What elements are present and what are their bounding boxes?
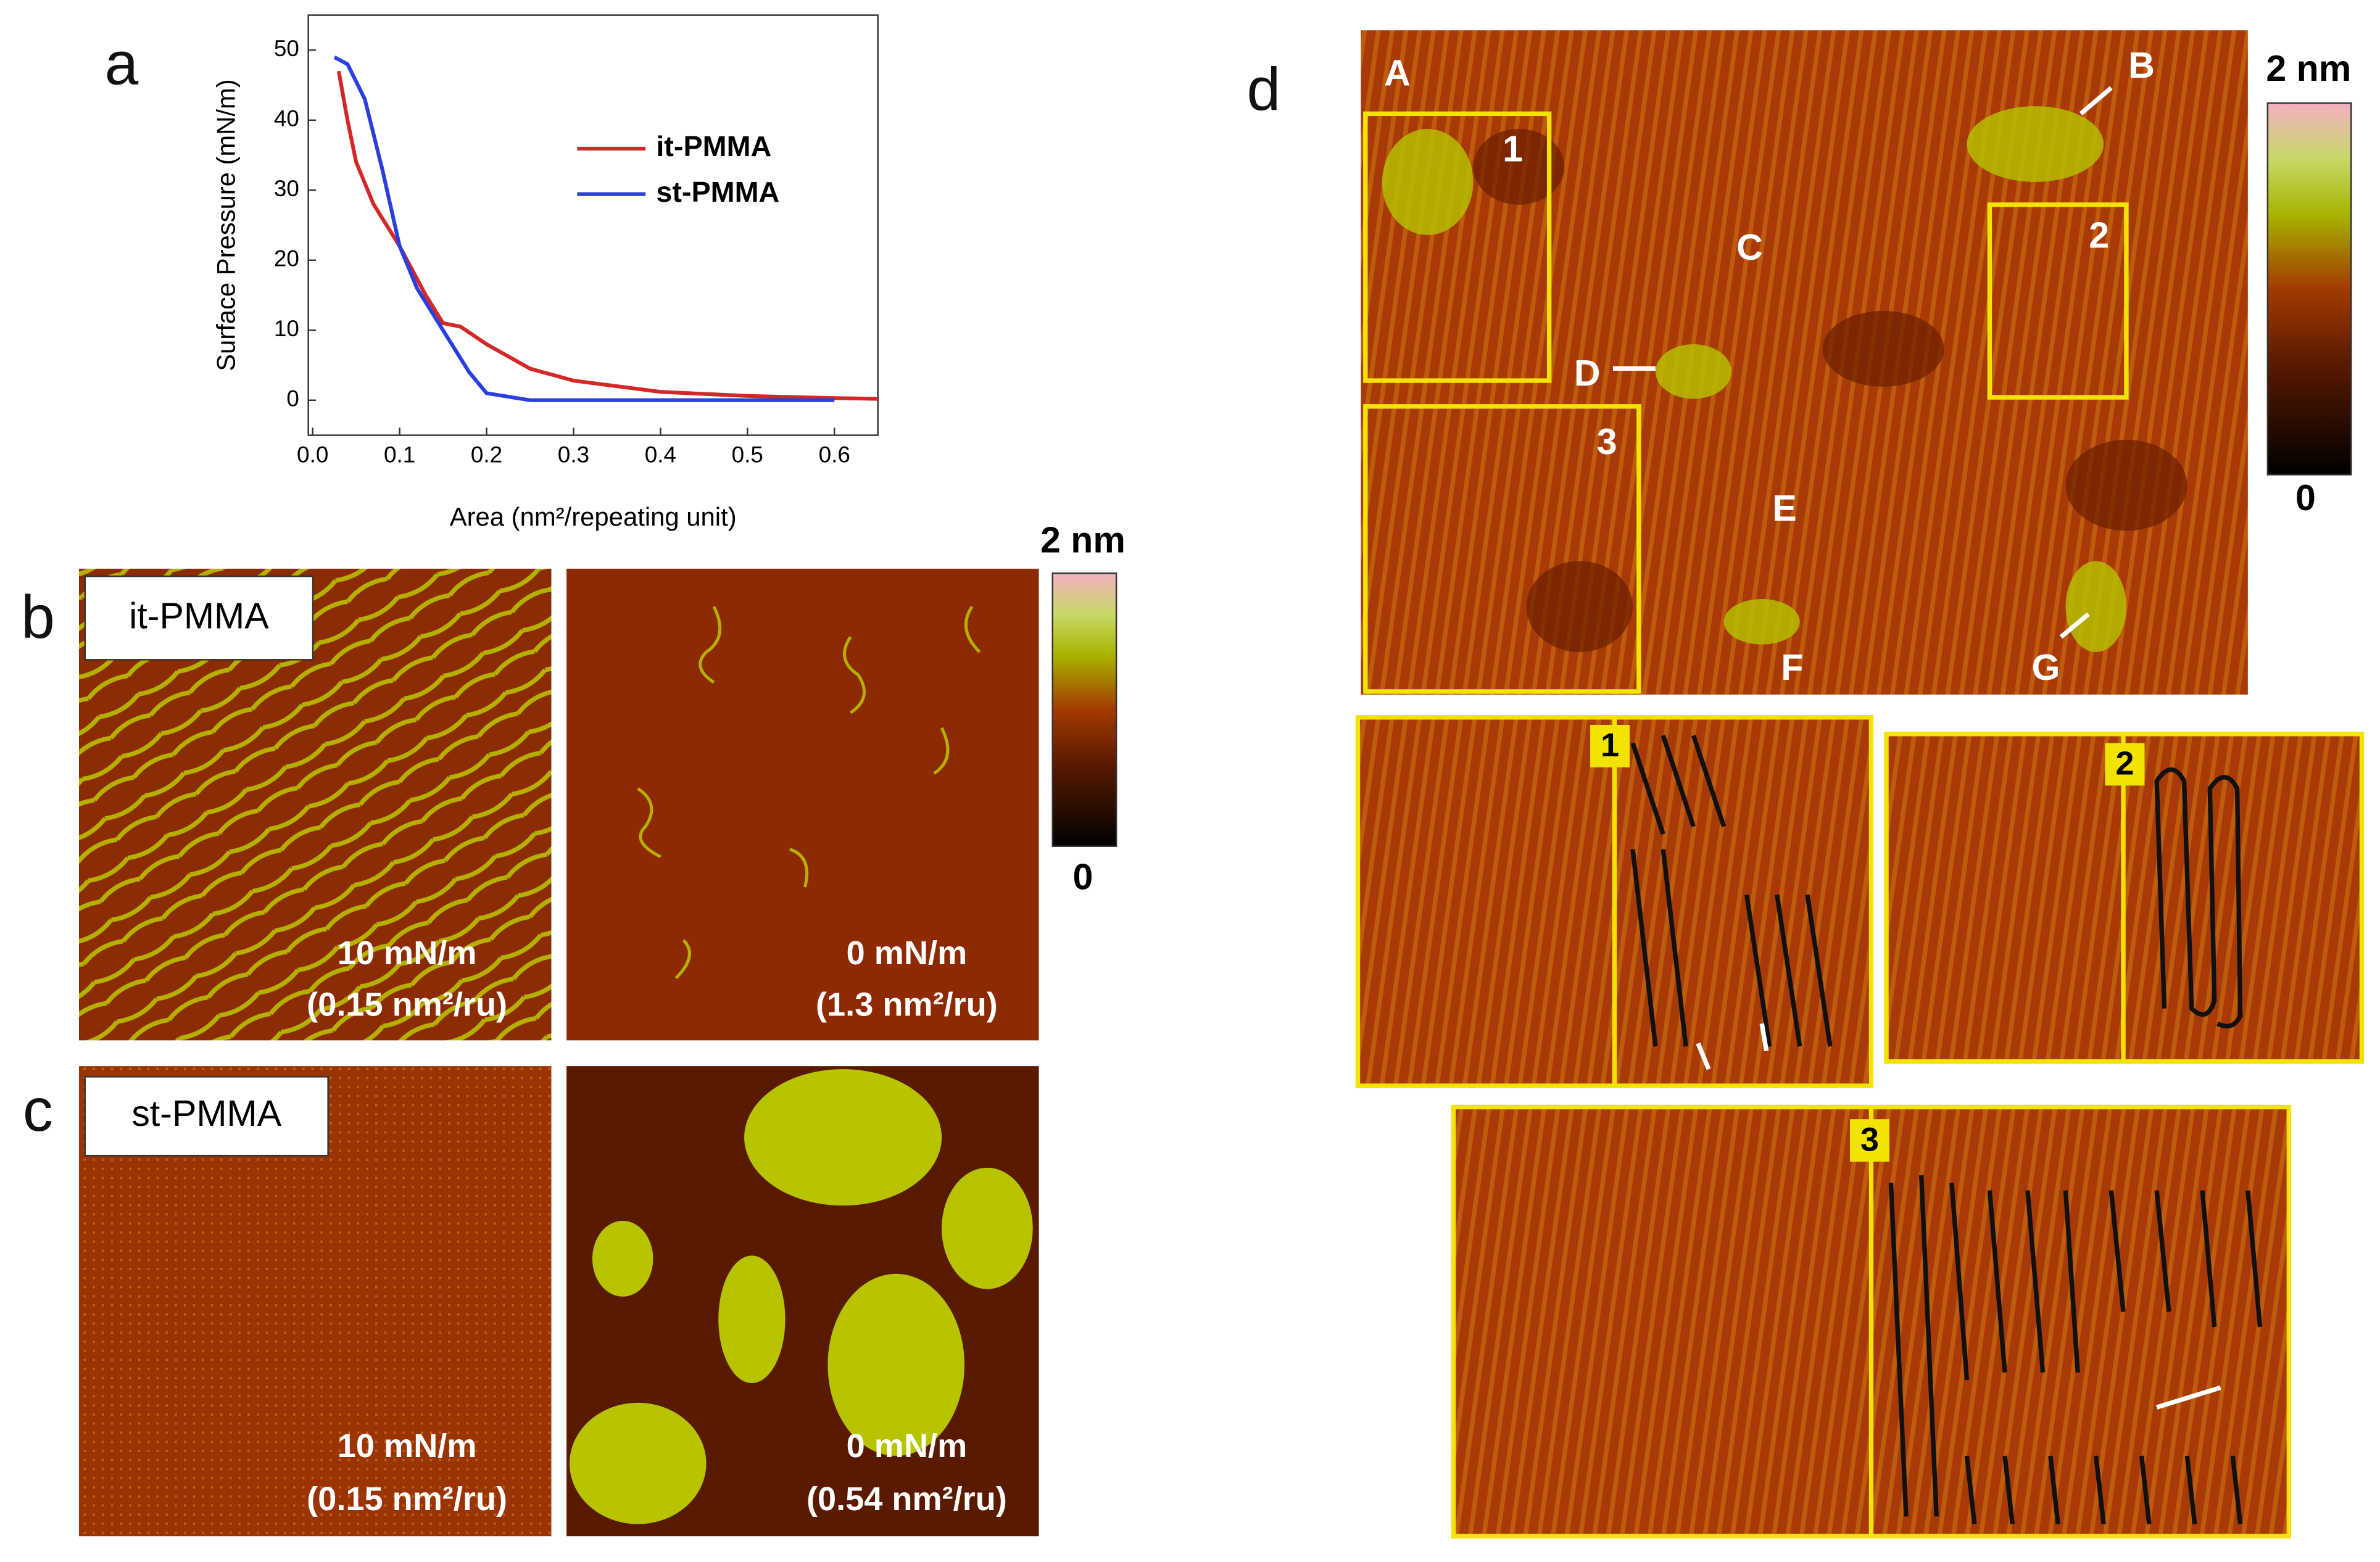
x-axis-label: Area (nm²/repeating unit) (450, 502, 737, 531)
marker: G (2032, 647, 2060, 688)
colorbar-max: 2 nm (2266, 48, 2351, 89)
x-tick-label: 0.2 (471, 442, 502, 468)
label-box (84, 1076, 329, 1157)
x-tick-label: 0.3 (558, 442, 589, 468)
pressure-label: 0 mN/m (847, 935, 968, 972)
y-tick-label: 40 (274, 106, 299, 131)
marker: F (1781, 647, 1803, 688)
colorbar (1051, 572, 1117, 847)
pressure-label: 10 mN/m (338, 935, 477, 972)
colorbar (2266, 102, 2352, 476)
x-tick-label: 0.5 (732, 442, 763, 468)
x-tick-label: 0.1 (384, 442, 415, 468)
y-tick-label: 30 (274, 176, 299, 201)
series-line (336, 70, 878, 401)
plot-frame (307, 14, 879, 436)
panel-label: c (23, 1076, 53, 1144)
label-box (84, 575, 314, 661)
arrows (1612, 86, 2113, 639)
pressure-label: 10 mN/m (338, 1428, 477, 1465)
colorbar-max: 2 nm (1040, 520, 1126, 561)
domains (570, 1069, 1033, 1524)
box-number: 1 (1503, 128, 1523, 169)
colorbar-min: 0 (1073, 856, 1093, 897)
y-tick-label: 20 (274, 246, 299, 271)
panel-label: a (105, 30, 139, 97)
box-number: 3 (1597, 421, 1617, 462)
area-label: (0.54 nm²/ru) (806, 1481, 1007, 1518)
chart: 0.0 0.1 0.2 0.3 0.4 0.5 0.6 0 10 20 30 40 50 Area (nm… (211, 36, 878, 531)
legend-label: st-PMMA (656, 176, 779, 208)
y-tick-label: 0 (286, 386, 299, 411)
sample-label: st-PMMA (131, 1093, 281, 1134)
chain-strands (637, 605, 981, 980)
inset-number: 1 (1601, 727, 1619, 764)
sample-label: it-PMMA (129, 596, 269, 637)
marker: A (1384, 53, 1411, 94)
afm-image (566, 568, 1039, 1041)
pressure-label: 0 mN/m (847, 1428, 968, 1465)
marker: D (1574, 353, 1601, 394)
legend-label: it-PMMA (656, 130, 771, 162)
y-tick-label: 10 (274, 316, 299, 341)
marker: C (1736, 227, 1763, 268)
chain-trace (1630, 735, 2263, 1524)
domains (1382, 106, 2126, 653)
inset-number: 2 (2115, 745, 2134, 782)
x-tick-label: 0.4 (645, 442, 676, 468)
y-tick-label: 50 (274, 36, 299, 61)
box-number: 2 (2089, 215, 2109, 256)
marker: B (2128, 45, 2155, 86)
domains (1473, 128, 2187, 653)
series-line (333, 55, 835, 402)
area-label: (0.15 nm²/ru) (307, 986, 507, 1023)
roi-box (1363, 111, 2129, 694)
area-label: (0.15 nm²/ru) (307, 1481, 507, 1518)
inset-tag (1590, 725, 2145, 1162)
area-label: (1.3 nm²/ru) (816, 986, 998, 1023)
arrows (1696, 1023, 2221, 1410)
panel-label: b (21, 583, 55, 651)
x-tick-label: 0.6 (819, 442, 850, 468)
colorbar-min: 0 (2295, 477, 2316, 518)
inset (1355, 715, 2365, 1539)
inset-number: 3 (1860, 1121, 1879, 1158)
y-axis-label: Surface Pressure (mN/m) (211, 79, 240, 371)
panel-label: d (1247, 55, 1281, 123)
marker: E (1772, 488, 1796, 529)
x-tick-label: 0.0 (297, 442, 328, 468)
